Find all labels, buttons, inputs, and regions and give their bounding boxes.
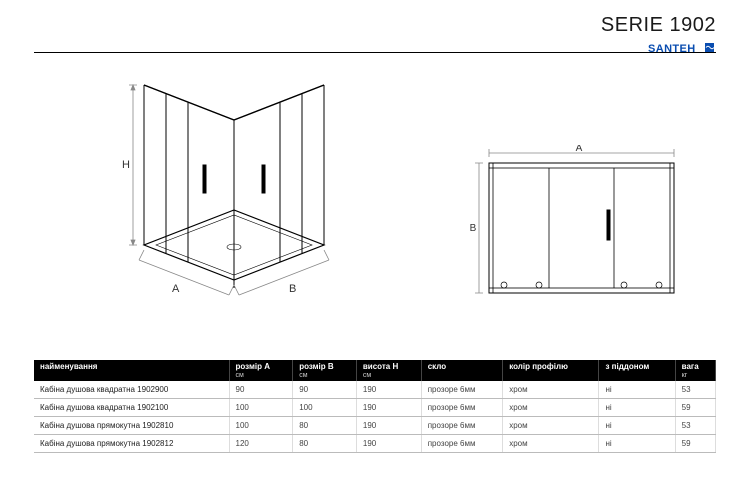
table-row: Кабіна душова квадратна 19029009090190пр… (34, 381, 716, 399)
table-cell: хром (503, 399, 599, 417)
table-row: Кабіна душова прямокутна 190281212080190… (34, 435, 716, 453)
table-row: Кабіна душова прямокутна 190281010080190… (34, 417, 716, 435)
table-cell: 59 (675, 435, 715, 453)
table-cell: прозоре 6мм (421, 417, 502, 435)
table-cell: прозоре 6мм (421, 399, 502, 417)
table-cell: 190 (356, 417, 421, 435)
table-cell: 90 (229, 381, 293, 399)
table-cell: 100 (229, 399, 293, 417)
table-cell: Кабіна душова прямокутна 1902812 (34, 435, 229, 453)
table-header-cell: розмір Aсм (229, 360, 293, 381)
table-header-cell: вагакг (675, 360, 715, 381)
table-cell: 59 (675, 399, 715, 417)
table-cell: 120 (229, 435, 293, 453)
dim-label-H: H (122, 159, 130, 171)
table-cell: 90 (293, 381, 357, 399)
table-cell: 53 (675, 417, 715, 435)
table-cell: Кабіна душова прямокутна 1902810 (34, 417, 229, 435)
table-body: Кабіна душова квадратна 19029009090190пр… (34, 381, 716, 453)
table-cell: хром (503, 381, 599, 399)
table-header-cell: скло (421, 360, 502, 381)
table-cell: хром (503, 435, 599, 453)
flat-diagram: A B (469, 145, 684, 310)
header-divider (34, 52, 716, 53)
table-header-cell: висота Hсм (356, 360, 421, 381)
table-header-cell: найменування (34, 360, 229, 381)
page-title: SERIE 1902 (601, 14, 716, 37)
table-cell: ні (599, 381, 675, 399)
table-cell: ні (599, 435, 675, 453)
dim-label-A-flat: A (576, 145, 583, 154)
table-header-cell: колір профілю (503, 360, 599, 381)
table-cell: 190 (356, 381, 421, 399)
table-cell: 190 (356, 399, 421, 417)
dim-label-B-flat: B (470, 223, 477, 234)
table-row: Кабіна душова квадратна 1902100100100190… (34, 399, 716, 417)
iso-diagram: H A B (84, 70, 379, 348)
table-cell: прозоре 6мм (421, 435, 502, 453)
table-cell: 80 (293, 417, 357, 435)
table-cell: ні (599, 399, 675, 417)
table-cell: хром (503, 417, 599, 435)
table-cell: ні (599, 417, 675, 435)
table-cell: 80 (293, 435, 357, 453)
table-header-cell: розмір Bсм (293, 360, 357, 381)
table-cell: Кабіна душова квадратна 1902900 (34, 381, 229, 399)
table-cell: 53 (675, 381, 715, 399)
table-header-row: найменуваннярозмір Aсмрозмір Bсмвисота H… (34, 360, 716, 381)
dim-label-B-iso: B (289, 283, 296, 295)
table-cell: 100 (293, 399, 357, 417)
svg-text:SANTEH: SANTEH (648, 43, 696, 55)
table-cell: прозоре 6мм (421, 381, 502, 399)
table-header-cell: з піддоном (599, 360, 675, 381)
table-cell: 100 (229, 417, 293, 435)
table-cell: 190 (356, 435, 421, 453)
spec-table: найменуваннярозмір Aсмрозмір Bсмвисота H… (34, 360, 716, 453)
table-cell: Кабіна душова квадратна 1902100 (34, 399, 229, 417)
dim-label-A-iso: A (172, 283, 180, 295)
